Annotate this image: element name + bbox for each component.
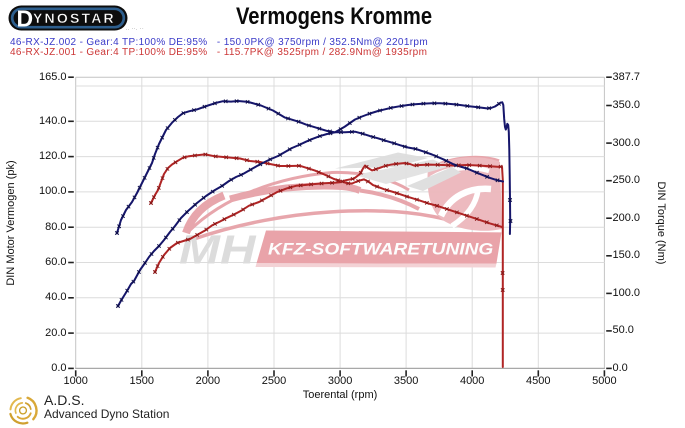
- svg-text:YNOSTAR: YNOSTAR: [33, 10, 116, 26]
- svg-text:D: D: [17, 6, 34, 32]
- svg-text:KFZ-SOFTWARETUNING: KFZ-SOFTWARETUNING: [268, 240, 493, 258]
- svg-text:MH: MH: [179, 226, 257, 272]
